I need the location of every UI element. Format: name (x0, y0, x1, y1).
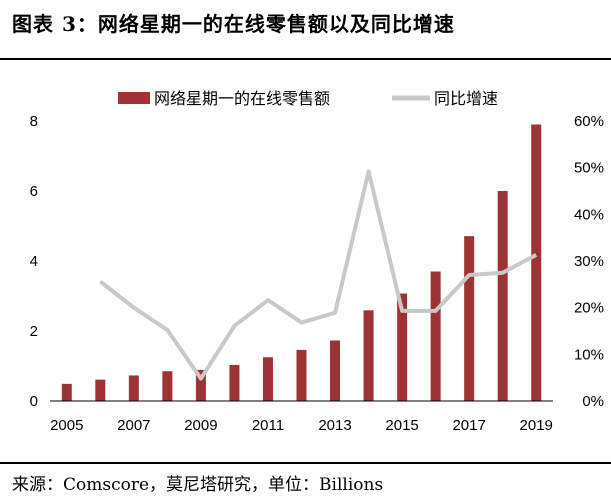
bar-2017 (464, 236, 475, 401)
y-left-tick-label: 0 (30, 393, 38, 410)
x-tick-label: 2019 (520, 417, 553, 434)
legend-line-label: 同比增速 (434, 89, 498, 108)
y-left-tick-label: 8 (30, 113, 38, 130)
y-right-tick-label: 50% (574, 160, 604, 177)
growth-line (99, 169, 538, 381)
x-tick-label: 2017 (452, 417, 485, 434)
source-note: 来源：Comscore，莫尼塔研究，单位：Billions (12, 475, 384, 495)
top-rule (0, 58, 611, 60)
legend-bar-label: 网络星期一的在线零售额 (154, 89, 330, 108)
bar-2005 (61, 383, 72, 401)
bar-2010 (229, 364, 240, 401)
bar-2018 (497, 191, 508, 401)
bar-2007 (128, 375, 139, 401)
figure-title: 图表 3：网络星期一的在线零售额以及同比增速 (12, 12, 455, 36)
y-right-tick-label: 10% (574, 346, 604, 363)
y-right-tick-label: 60% (574, 113, 604, 130)
y-right-tick-label: 30% (574, 253, 604, 270)
bar-2009 (195, 369, 206, 401)
y-right-tick-label: 0% (582, 393, 604, 410)
x-tick-label: 2005 (50, 417, 83, 434)
y-right-tick-label: 20% (574, 300, 604, 317)
bar-2015 (397, 293, 408, 401)
x-tick-label: 2015 (385, 417, 418, 434)
x-tick-label: 2013 (318, 417, 351, 434)
bar-2013 (330, 340, 341, 401)
bottom-rule (0, 462, 611, 464)
bar-2016 (430, 271, 441, 401)
y-left-tick-label: 2 (30, 323, 38, 340)
bar-2019 (531, 124, 542, 401)
x-tick-label: 2009 (184, 417, 217, 434)
bar-2011 (262, 357, 273, 401)
bar-2006 (95, 379, 106, 401)
bar-2014 (363, 310, 374, 401)
y-left-tick-label: 4 (30, 253, 38, 270)
y-right-tick-label: 40% (574, 206, 604, 223)
x-tick-label: 2007 (117, 417, 150, 434)
legend-bar-swatch (118, 92, 150, 104)
y-left-tick-label: 6 (30, 183, 38, 200)
x-tick-label: 2011 (252, 417, 284, 434)
bar-2008 (162, 371, 173, 401)
bar-2012 (296, 349, 307, 401)
